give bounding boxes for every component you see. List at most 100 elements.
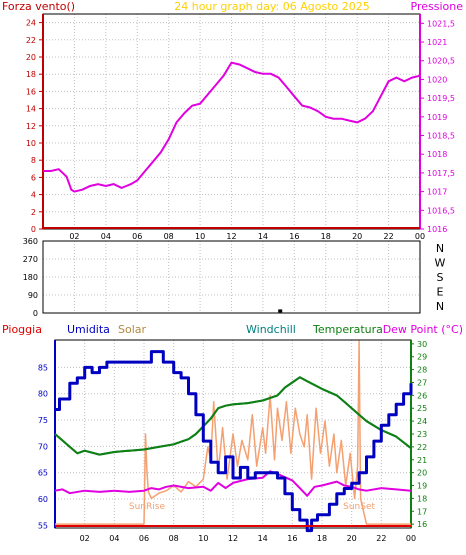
y-tick-label: 16 — [417, 520, 427, 529]
y-tick-label: 90 — [28, 291, 38, 300]
y-tick-label: 1016,5 — [427, 206, 455, 215]
y-tick-label: 20 — [26, 53, 36, 62]
x-tick-label: 10 — [198, 534, 208, 543]
y-tick-label: 24 — [26, 19, 36, 28]
pressure-hour-ticks: 02 04 06 08 10 12 14 16 18 20 22 00 — [69, 232, 425, 241]
x-tick-label: 14 — [258, 534, 268, 543]
sun-annotations: SunRise SunSet — [129, 502, 376, 512]
y-tick-label: 18 — [417, 494, 427, 503]
y-tick-label: 2 — [31, 208, 36, 217]
y-tick-label: 19 — [417, 482, 427, 491]
temperature-ticks: 16 17 18 19 20 21 22 23 24 25 26 27 28 29 30 — [411, 340, 427, 529]
y-tick-label: 1020 — [427, 75, 447, 84]
legend-temperature: Temperatura — [312, 323, 383, 336]
dewpoint-line — [54, 470, 412, 497]
y-tick-label: 1021 — [427, 38, 447, 47]
x-tick-label: 16 — [287, 534, 297, 543]
y-tick-label: 24 — [417, 417, 427, 426]
x-tick-label: 20 — [352, 232, 362, 241]
chart-title: 24 hour graph day: 06 Agosto 2025 — [174, 0, 370, 13]
x-tick-label: 12 — [228, 534, 238, 543]
wind-direction-plot-frame — [42, 240, 421, 314]
x-tick-label: 02 — [80, 534, 90, 543]
y-tick-label: 85 — [38, 363, 48, 372]
y-tick-label: 80 — [38, 390, 48, 399]
x-tick-label: 08 — [164, 232, 174, 241]
sun-label: SunRise — [129, 502, 166, 512]
y-tick-label: 0 — [31, 225, 36, 234]
temperature-hour-ticks: 02 04 06 08 10 12 14 16 18 20 22 00 — [80, 534, 417, 543]
y-tick-label: 180 — [23, 273, 38, 282]
y-tick-label: 17 — [417, 507, 427, 516]
y-tick-label: 1016 — [427, 225, 447, 234]
legend-dewpoint: Dew Point (°C) — [383, 323, 463, 336]
legend-windchill: Windchill — [246, 323, 296, 336]
y-tick-label: 27 — [417, 378, 427, 387]
y-tick-label: 1018,5 — [427, 132, 455, 141]
y-tick-label: 20 — [417, 469, 427, 478]
x-tick-label: 04 — [101, 232, 111, 241]
x-tick-label: 00 — [415, 232, 425, 241]
pressure-panel: 24 hour graph day: 06 Agosto 2025 Forza … — [2, 0, 463, 241]
y-tick-label: 18 — [26, 70, 36, 79]
legend-humidity: Umidita — [67, 323, 110, 336]
y-tick-label: 1017,5 — [427, 169, 455, 178]
pressure-axis-label: Pressione — [411, 0, 464, 13]
pressure-line — [43, 61, 421, 193]
x-tick-label: 02 — [69, 232, 79, 241]
sun-label: SunSet — [343, 502, 375, 512]
y-tick-label: 1019 — [427, 113, 447, 122]
y-tick-label: 6 — [31, 173, 36, 182]
compass-label: N — [436, 242, 444, 255]
y-tick-label: 25 — [417, 404, 427, 413]
y-tick-label: 55 — [38, 521, 48, 530]
y-tick-label: 10 — [26, 139, 36, 148]
y-tick-label: 28 — [417, 366, 427, 375]
y-tick-label: 12 — [26, 122, 36, 131]
y-tick-label: 21 — [417, 456, 427, 465]
x-tick-label: 08 — [169, 534, 179, 543]
y-tick-label: 4 — [31, 191, 36, 200]
wind-force-axis-label: Forza vento() — [2, 0, 75, 13]
wind-direction-grid — [43, 240, 421, 314]
compass-label: N — [436, 300, 444, 313]
solar-line — [55, 340, 411, 525]
x-tick-label: 06 — [139, 534, 149, 543]
x-tick-label: 20 — [347, 534, 357, 543]
y-tick-label: 0 — [33, 309, 38, 318]
y-tick-label: 70 — [38, 442, 48, 451]
x-tick-label: 18 — [321, 232, 331, 241]
y-tick-label: 22 — [26, 36, 36, 45]
y-tick-label: 270 — [23, 255, 38, 264]
y-tick-label: 1020,5 — [427, 57, 455, 66]
y-tick-label: 1017 — [427, 188, 447, 197]
y-tick-label: 65 — [38, 469, 48, 478]
compass-label: E — [437, 286, 444, 299]
humidity-line — [55, 350, 413, 533]
pressure-ticks: 1016 1016,5 1017 1017,5 1018 1018,5 1019 1019,5… — [420, 19, 455, 234]
y-tick-label: 1019,5 — [427, 94, 455, 103]
humidity-ticks: 55 60 65 70 75 80 85 — [38, 363, 48, 530]
y-tick-label: 1021,5 — [427, 19, 455, 28]
wind-direction-point — [278, 309, 283, 313]
x-tick-label: 12 — [226, 232, 236, 241]
y-tick-label: 22 — [417, 443, 427, 452]
x-tick-label: 22 — [383, 232, 393, 241]
x-tick-label: 14 — [258, 232, 268, 241]
y-tick-label: 1018 — [427, 150, 447, 159]
y-tick-label: 8 — [31, 156, 36, 165]
x-tick-label: 00 — [406, 534, 416, 543]
y-tick-label: 29 — [417, 353, 427, 362]
pressure-series — [43, 61, 421, 229]
y-tick-label: 75 — [38, 416, 48, 425]
x-tick-label: 16 — [289, 232, 299, 241]
x-tick-label: 10 — [195, 232, 205, 241]
temperature-series — [54, 340, 413, 533]
x-tick-label: 06 — [132, 232, 142, 241]
temperature-line — [54, 376, 412, 456]
temperature-panel: Pioggia Umidita Solar Windchill Temperat… — [2, 323, 463, 543]
y-tick-label: 23 — [417, 430, 427, 439]
x-tick-label: 04 — [109, 534, 119, 543]
